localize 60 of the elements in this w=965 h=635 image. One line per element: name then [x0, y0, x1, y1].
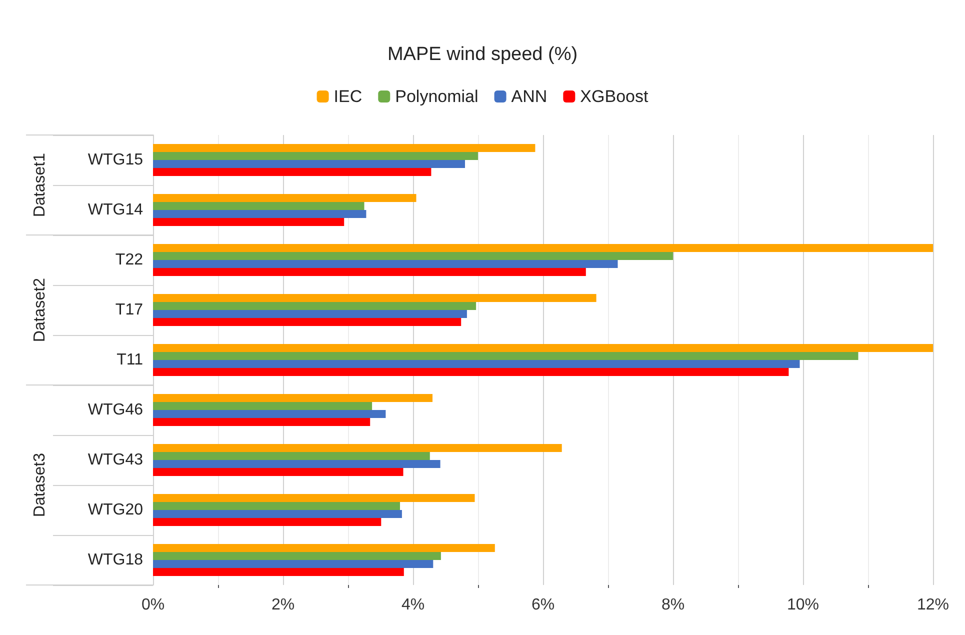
bar: [153, 194, 416, 202]
bar: [153, 318, 462, 326]
bar: [153, 202, 364, 210]
y-tick-label: WTG15: [88, 152, 144, 168]
bar: [153, 402, 372, 410]
bar: [153, 444, 562, 452]
bar: [153, 468, 404, 476]
bar: [153, 302, 476, 310]
bar: [153, 452, 430, 460]
bar: [153, 260, 618, 268]
bar: [153, 494, 475, 502]
bar: [153, 418, 370, 426]
y-tick-label: T22: [115, 252, 144, 268]
x-tick-label: 4%: [401, 596, 425, 614]
bar: [153, 360, 800, 368]
text: Dataset2: [32, 278, 48, 342]
y-tick-label: WTG46: [88, 402, 144, 418]
bar: [153, 160, 465, 168]
bar: [153, 368, 789, 376]
x-tick-label: 2%: [271, 596, 295, 614]
chart-title: MAPE wind speed (%): [387, 44, 578, 65]
bar: [153, 510, 402, 518]
bar: [153, 352, 858, 360]
x-tick-label: 6%: [531, 596, 555, 614]
bar: [153, 568, 404, 576]
bar: [153, 218, 344, 226]
bar: [153, 168, 432, 176]
bar: [153, 552, 441, 560]
y-tick-label: T17: [115, 302, 144, 318]
y-tick-label: WTG14: [88, 202, 144, 218]
legend-label: IEC: [334, 87, 362, 106]
bar: [153, 252, 673, 260]
y-tick-label: WTG18: [88, 552, 144, 568]
legend-label: XGBoost: [580, 87, 648, 106]
bar: [153, 394, 432, 402]
y-tick-label: T11: [116, 352, 144, 368]
y-tick-label: WTG20: [88, 502, 144, 518]
bar: [153, 144, 536, 152]
text: Dataset1: [32, 152, 48, 218]
bar: [153, 244, 933, 252]
x-tick-label: 0%: [141, 596, 165, 614]
x-tick-label: 12%: [916, 596, 950, 614]
x-tick-label: 8%: [661, 596, 685, 614]
bar: [153, 560, 434, 568]
legend-label: ANN: [511, 87, 548, 106]
x-tick-label: 10%: [786, 596, 820, 614]
bar: [153, 152, 478, 160]
bar: [153, 294, 596, 302]
y-tick-label: WTG43: [88, 452, 144, 468]
bar: [153, 460, 440, 468]
bar: [153, 502, 400, 510]
legend-label: Polynomial: [395, 87, 478, 106]
bar: [153, 518, 382, 526]
bar: [153, 544, 495, 552]
bar: [153, 410, 386, 418]
bar: [153, 210, 366, 218]
bar: [153, 268, 586, 276]
bar: [153, 310, 467, 318]
text: Dataset3: [32, 452, 48, 518]
bar: [153, 344, 933, 352]
